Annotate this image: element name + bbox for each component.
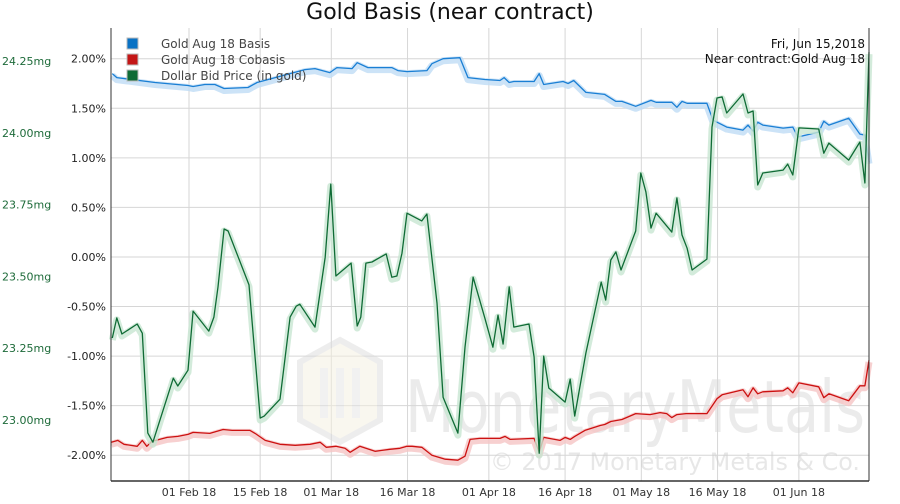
watermark-logo-icon — [297, 336, 383, 446]
legend-item-dollar-bid[interactable]: Dollar Bid Price (in gold) — [126, 69, 306, 83]
series-glow — [108, 53, 873, 459]
y-mg-tick-label: 24.25mg — [2, 55, 51, 68]
x-tick-label: 16 Mar 18 — [380, 486, 436, 499]
series-line — [111, 57, 870, 162]
legend: Gold Aug 18 Basis Gold Aug 18 Cobasis Do… — [126, 37, 306, 83]
legend-label: Gold Aug 18 Basis — [161, 37, 270, 51]
y-pct-tick-label: -0.50% — [67, 301, 106, 314]
y-pct-tick-label: -1.00% — [67, 350, 106, 363]
annotation-date: Fri, Jun 15,2018 — [771, 37, 865, 51]
series-2 — [108, 52, 873, 459]
legend-item-basis[interactable]: Gold Aug 18 Basis — [126, 37, 270, 51]
x-tick-label: 16 May 18 — [689, 486, 747, 499]
y-pct-tick-label: 1.00% — [71, 152, 106, 165]
x-tick-label: 01 Feb 18 — [162, 486, 216, 499]
series-glow — [110, 361, 873, 466]
legend-item-cobasis[interactable]: Gold Aug 18 Cobasis — [126, 53, 285, 67]
x-tick-label: 01 Apr 18 — [462, 486, 516, 499]
x-tick-label: 15 Feb 18 — [233, 486, 287, 499]
series-line — [111, 359, 870, 461]
x-tick-label: 01 May 18 — [612, 486, 670, 499]
x-tick-label: 01 Mar 18 — [303, 486, 359, 499]
watermark: MonetaryMetals © 2017 Monetary Metals & … — [297, 336, 865, 476]
legend-label: Gold Aug 18 Cobasis — [161, 53, 285, 67]
y-pct-tick-label: -1.50% — [67, 400, 106, 413]
y-pct-tick-label: 0.00% — [71, 251, 106, 264]
series-glow — [109, 56, 873, 165]
series-0 — [109, 56, 873, 165]
axes — [110, 28, 870, 482]
legend-label: Dollar Bid Price (in gold) — [161, 69, 306, 83]
x-tick-label: 01 Jun 18 — [773, 486, 825, 499]
series-line — [111, 52, 870, 454]
watermark-copyright: © 2017 Monetary Metals & Co. — [490, 448, 860, 476]
y-pct-tick-label: 0.50% — [71, 201, 106, 214]
grid — [111, 28, 869, 481]
watermark-brand: MonetaryMetals — [405, 365, 865, 449]
y-pct-tick-label: 1.50% — [71, 102, 106, 115]
series-1 — [110, 359, 873, 466]
y-mg-tick-label: 23.00mg — [2, 414, 51, 427]
y-mg-tick-label: 23.50mg — [2, 270, 51, 283]
chart-title: Gold Basis (near contract) — [306, 0, 594, 25]
tick-labels: 01 Feb 18 15 Feb 18 01 Mar 18 16 Mar 18 01 A… — [2, 53, 825, 499]
y-pct-tick-label: 2.00% — [71, 53, 106, 66]
x-tick-label: 16 Apr 18 — [538, 486, 592, 499]
y-pct-tick-label: -2.00% — [67, 449, 106, 462]
y-mg-tick-label: 23.75mg — [2, 199, 51, 212]
annotation-contract: Near contract:Gold Aug 18 — [705, 52, 865, 66]
series-lines — [108, 52, 873, 466]
y-mg-tick-label: 23.25mg — [2, 342, 51, 355]
y-mg-tick-label: 24.00mg — [2, 127, 51, 140]
